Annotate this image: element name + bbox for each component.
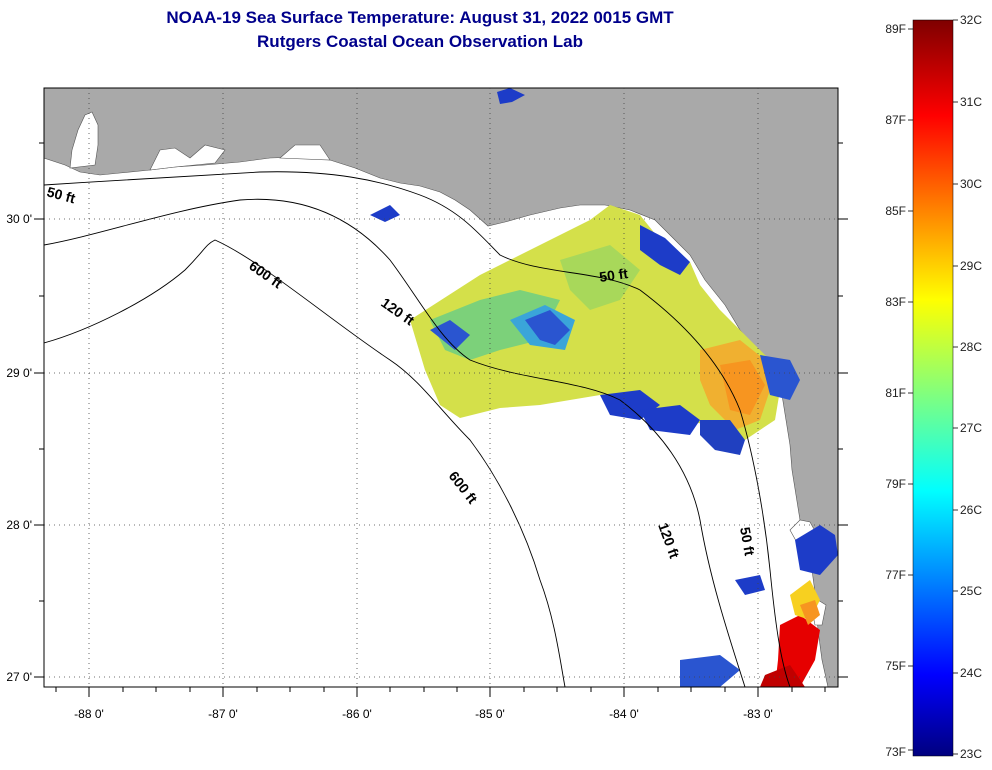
colorbar-ticks bbox=[908, 19, 958, 755]
lon-label: -85 0' bbox=[475, 707, 505, 721]
cbar-f-label: 77F bbox=[885, 568, 906, 582]
lat-label: 28 0' bbox=[6, 518, 32, 532]
cbar-c-label: 28C bbox=[960, 340, 982, 354]
lon-label: -87 0' bbox=[208, 707, 238, 721]
cbar-f-label: 85F bbox=[885, 204, 906, 218]
cbar-c-label: 26C bbox=[960, 503, 982, 517]
contour-120ft bbox=[44, 198, 746, 687]
contour-50ft bbox=[44, 171, 791, 687]
cbar-c-label: 24C bbox=[960, 666, 982, 680]
map-title: NOAA-19 Sea Surface Temperature: August … bbox=[166, 8, 674, 27]
lat-label: 30 0' bbox=[6, 212, 32, 226]
cbar-c-label: 23C bbox=[960, 747, 982, 761]
land-bay-east bbox=[279, 144, 331, 161]
colorbar bbox=[912, 19, 954, 757]
cbar-c-label: 29C bbox=[960, 259, 982, 273]
latitude-labels: 30 0' 29 0' 28 0' 27 0' bbox=[6, 212, 32, 684]
cbar-f-label: 73F bbox=[885, 745, 906, 759]
lon-label: -88 0' bbox=[74, 707, 104, 721]
cbar-f-label: 75F bbox=[885, 659, 906, 673]
cbar-f-label: 87F bbox=[885, 113, 906, 127]
contour-label-50ft: 50 ft bbox=[598, 265, 629, 285]
cbar-c-label: 25C bbox=[960, 584, 982, 598]
land-mobile-bay bbox=[69, 111, 99, 169]
lon-label: -84 0' bbox=[609, 707, 639, 721]
contour-label-50ft: 50 ft bbox=[45, 183, 77, 206]
cbar-f-label: 79F bbox=[885, 477, 906, 491]
land-bays bbox=[149, 144, 226, 171]
cbar-c-label: 27C bbox=[960, 421, 982, 435]
cbar-c-label: 32C bbox=[960, 13, 982, 27]
cbar-c-label: 31C bbox=[960, 95, 982, 109]
axis-ticks bbox=[34, 142, 848, 697]
cbar-f-label: 81F bbox=[885, 386, 906, 400]
colorbar-fahrenheit-labels: 89F 87F 85F 83F 81F 79F 77F 75F 73F bbox=[885, 22, 906, 759]
map-subtitle: Rutgers Coastal Ocean Observation Lab bbox=[257, 32, 583, 51]
contour-label-50ft: 50 ft bbox=[737, 526, 758, 557]
longitude-labels: -88 0' -87 0' -86 0' -85 0' -84 0' -83 0… bbox=[74, 707, 773, 721]
contour-600ft bbox=[44, 239, 566, 687]
lat-label: 29 0' bbox=[6, 366, 32, 380]
bathymetry-contours bbox=[44, 171, 791, 687]
colorbar-celsius-labels: 32C 31C 30C 29C 28C 27C 26C 25C 24C 23C bbox=[960, 13, 982, 761]
cbar-c-label: 30C bbox=[960, 177, 982, 191]
cbar-f-label: 83F bbox=[885, 295, 906, 309]
map-frame bbox=[43, 87, 839, 688]
lon-label: -83 0' bbox=[743, 707, 773, 721]
lon-label: -86 0' bbox=[342, 707, 372, 721]
lat-label: 27 0' bbox=[6, 670, 32, 684]
cbar-f-label: 89F bbox=[885, 22, 906, 36]
